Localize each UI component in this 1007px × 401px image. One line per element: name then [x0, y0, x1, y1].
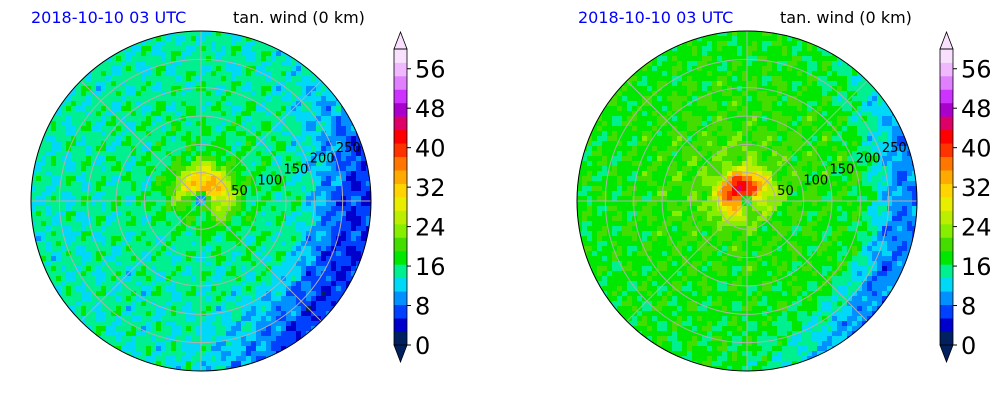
chart-panel-left: 2018-10-10 03 UTC tan. wind (0 km) 50 100…	[30, 8, 446, 372]
colorbar-tick-label: 32	[961, 174, 992, 202]
colorbar-segment	[940, 183, 953, 198]
polar-grid	[31, 31, 371, 371]
colorbar-segment	[940, 210, 953, 225]
radial-tick-label: 250	[336, 141, 361, 156]
colorbar-tick-label: 0	[961, 332, 976, 360]
colorbar-tick-label: 48	[961, 95, 992, 123]
chart-title-field: tan. wind (0 km)	[780, 8, 912, 27]
chart-title-time: 2018-10-10 03 UTC	[31, 8, 187, 27]
radial-tick-label: 200	[310, 152, 335, 167]
radial-tick-label: 100	[257, 173, 282, 188]
colorbar-segment	[394, 129, 407, 144]
colorbar-segment	[940, 89, 953, 104]
colorbar-segment	[394, 116, 407, 131]
colorbar-segment	[394, 89, 407, 104]
colorbar-segment	[940, 170, 953, 184]
polar-grid	[577, 31, 917, 371]
colorbar-segment	[940, 304, 953, 319]
polar-outline	[30, 30, 372, 372]
colorbar-segment	[394, 223, 407, 238]
colorbar-extend-min	[939, 344, 954, 364]
colorbar-tick-label: 8	[961, 293, 976, 321]
grid-spoke	[626, 80, 868, 322]
colorbar-segment	[940, 277, 953, 292]
radial-tick-label: 250	[882, 141, 907, 156]
colorbar-segment	[940, 291, 953, 306]
colorbar-segment	[394, 291, 407, 306]
grid-spoke	[80, 80, 322, 322]
colorbar-segment	[394, 277, 407, 292]
colorbar-extend-max	[939, 30, 954, 50]
colorbar-frame	[393, 48, 408, 346]
wind-field	[31, 31, 371, 371]
colorbar-segment	[940, 331, 953, 346]
colorbar-segment	[394, 102, 407, 117]
chart-title-field: tan. wind (0 km)	[233, 8, 365, 27]
colorbar-tick-label: 56	[415, 56, 446, 84]
colorbar-segment	[394, 183, 407, 198]
colorbar-segment	[394, 210, 407, 225]
radial-tick-label: 150	[830, 162, 855, 177]
colorbar-tick-label: 16	[961, 253, 992, 281]
colorbar-segment	[394, 304, 407, 319]
colorbar-tick-label: 16	[415, 253, 446, 281]
polar-outline	[576, 30, 918, 372]
colorbar: 0 8 16 24 32 40 48 56	[393, 30, 446, 364]
colorbar-tick-label: 24	[961, 214, 992, 242]
colorbar-frame	[939, 48, 954, 346]
colorbar-segment	[940, 143, 953, 158]
colorbar-segment	[394, 197, 407, 211]
colorbar-segment	[394, 250, 407, 265]
colorbar-segment	[394, 237, 407, 252]
colorbar-segment	[940, 223, 953, 238]
colorbar-segment	[940, 62, 953, 77]
colorbar-segment	[394, 62, 407, 77]
colorbar-segment	[394, 331, 407, 346]
chart-title-time: 2018-10-10 03 UTC	[578, 8, 734, 27]
colorbar-segment	[394, 318, 407, 332]
colorbar: 0 8 16 24 32 40 48 56	[939, 30, 992, 364]
colorbar-segment	[940, 197, 953, 211]
colorbar-tick-label: 48	[415, 95, 446, 123]
radial-tick-label: 100	[803, 173, 828, 188]
colorbar-segment	[394, 170, 407, 184]
colorbar-tick-label: 24	[415, 214, 446, 242]
colorbar-segment	[940, 116, 953, 131]
colorbar-segment	[394, 49, 407, 63]
colorbar-tick-label: 8	[415, 293, 430, 321]
colorbar-segment	[940, 75, 953, 90]
colorbar-extend-min	[393, 344, 408, 364]
radial-tick-label: 50	[231, 184, 248, 199]
colorbar-tick-label: 56	[961, 56, 992, 84]
colorbar-segment	[394, 75, 407, 90]
colorbar-segment	[940, 49, 953, 63]
colorbar-tick-label: 40	[415, 135, 446, 163]
colorbar-segment	[940, 250, 953, 265]
radial-tick-label: 200	[856, 152, 881, 167]
colorbar-segment	[940, 156, 953, 171]
colorbar-segment	[940, 318, 953, 332]
radial-tick-label: 50	[777, 184, 794, 199]
chart-panel-right: 2018-10-10 03 UTC tan. wind (0 km) 50 100…	[546, 0, 1007, 401]
colorbar-segment	[394, 156, 407, 171]
colorbar-tick-label: 0	[415, 332, 430, 360]
colorbar-segment	[940, 264, 953, 279]
colorbar-segment	[940, 237, 953, 252]
radial-tick-label: 150	[284, 162, 309, 177]
colorbar-tick-label: 40	[961, 135, 992, 163]
colorbar-segment	[394, 143, 407, 158]
colorbar-segment	[394, 264, 407, 279]
colorbar-segment	[940, 102, 953, 117]
colorbar-extend-max	[393, 30, 408, 50]
colorbar-tick-label: 32	[415, 174, 446, 202]
colorbar-segment	[940, 129, 953, 144]
